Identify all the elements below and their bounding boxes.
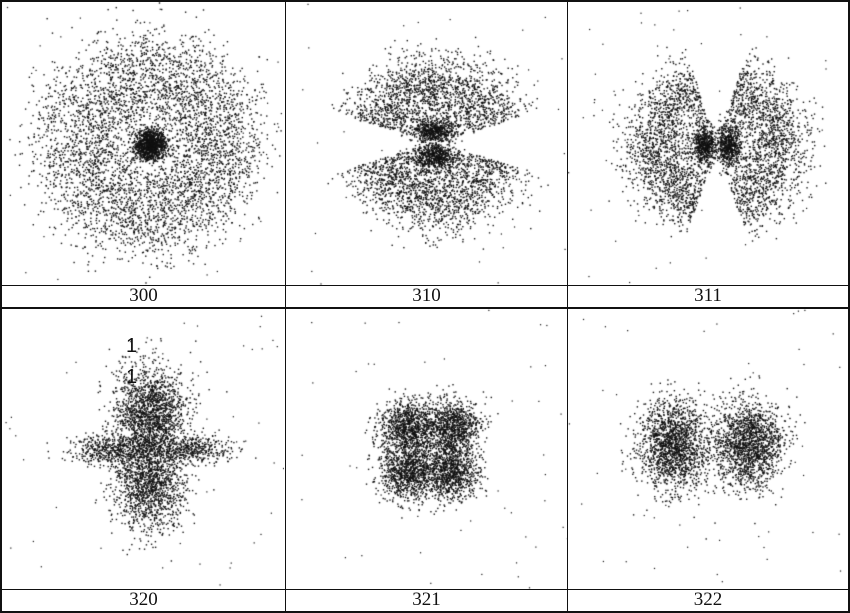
annotation-line-2: 1 xyxy=(126,366,138,388)
dot-density-plot-321 xyxy=(286,309,567,590)
dot-density-plot-311 xyxy=(568,2,848,286)
panel-label-300: 300 xyxy=(129,285,158,306)
row-divider xyxy=(2,307,848,309)
panel-label-311: 311 xyxy=(694,285,722,306)
panel-320: 320 1 1 xyxy=(2,309,286,611)
dot-density-plot-300 xyxy=(2,2,285,286)
panel-label-320: 320 xyxy=(129,589,158,610)
panel-label-310: 310 xyxy=(412,285,441,306)
dot-density-plot-322 xyxy=(568,309,848,590)
panel-label-322: 322 xyxy=(693,589,723,610)
annotation-line-1: 1 xyxy=(126,335,138,357)
panel-310: 310 xyxy=(286,2,568,308)
panel-label-321: 321 xyxy=(412,589,441,610)
panel-322: 322 xyxy=(568,309,848,611)
dot-density-plot-320 xyxy=(2,309,285,590)
panel-321: 321 xyxy=(286,309,568,611)
panel-300: 300 xyxy=(2,2,286,308)
dot-density-plot-310 xyxy=(286,2,567,286)
panel-311: 311 xyxy=(568,2,848,308)
